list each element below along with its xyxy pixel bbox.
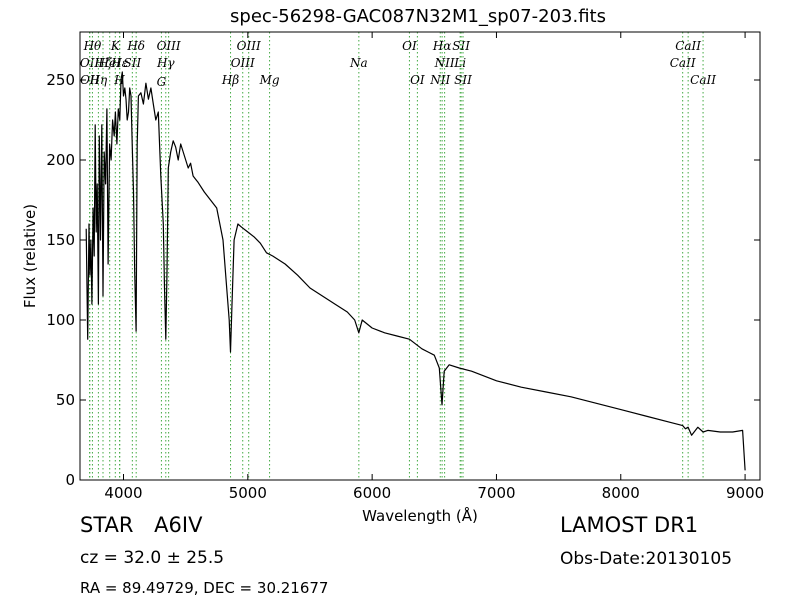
- spectral-line-label: OI: [402, 39, 417, 53]
- spectral-line-label: CaII: [675, 39, 701, 53]
- spectral-line-label: OI: [410, 73, 425, 87]
- y-tick-label: 150: [46, 231, 75, 249]
- plot-frame: [79, 31, 761, 481]
- redshift-cz: cz = 32.0 ± 25.5: [80, 548, 225, 568]
- spectrum-line: [85, 71, 746, 471]
- spectral-line-label: Hζ: [94, 56, 113, 70]
- x-tick-label: 7000: [477, 484, 515, 502]
- spectral-line-label: Hδ: [126, 39, 145, 53]
- chart-title: spec-56298-GAC087N32M1_sp07-203.fits: [230, 6, 606, 27]
- spectral-line-label: Hα: [432, 39, 452, 53]
- object-class: STAR: [80, 513, 134, 537]
- spectral-line-label: Hε: [110, 56, 128, 70]
- y-tick-label: 200: [46, 151, 75, 169]
- coordinates: RA = 89.49729, DEC = 30.21677: [80, 579, 329, 597]
- observation-date: Obs-Date:20130105: [560, 549, 733, 569]
- spectral-line-label: OIII: [237, 39, 261, 53]
- spectral-line-label: CaII: [690, 73, 716, 87]
- spectral-line-label: Hβ: [221, 73, 239, 87]
- y-tick-label: 50: [56, 391, 75, 409]
- x-tick-label: 8000: [602, 484, 640, 502]
- spectral-line-label: Hη: [89, 73, 108, 87]
- spectral-line-label: OII: [80, 56, 100, 70]
- spectral-line-label: NII: [434, 56, 455, 70]
- x-tick-label: 5000: [229, 484, 267, 502]
- y-axis-label: Flux (relative): [21, 204, 39, 308]
- spectral-line-label: Hγ: [156, 56, 175, 70]
- spectral-line-label: SII: [452, 39, 470, 53]
- spectral-line-label: HeI: [98, 56, 122, 70]
- y-tick-label: 100: [46, 311, 75, 329]
- axis-ticks: 4000 5000 6000 7000 8000 9000 0 50 100 150 200 250: [46, 32, 764, 502]
- spectral-line-markers: OIIOIIHθHηHζHeIKHHεSIIHδGHγOIIIHβOIIIOII…: [80, 32, 716, 480]
- spectral-line-label: NII: [429, 73, 450, 87]
- y-tick-label: 0: [65, 471, 75, 489]
- spectral-line-label: OIII: [157, 39, 181, 53]
- object-subclass: A6IV: [154, 513, 203, 537]
- x-axis-label: Wavelength (Å): [362, 506, 478, 525]
- y-tick-label: 250: [46, 71, 75, 89]
- spectral-line-label: OIII: [231, 56, 255, 70]
- spectral-line-label: Na: [349, 56, 368, 70]
- spectral-line-label: K: [110, 39, 121, 53]
- spectrum-series: [85, 71, 746, 471]
- spectral-line-label: OII: [80, 73, 100, 87]
- spectral-line-label: G: [157, 75, 167, 89]
- survey-name: LAMOST DR1: [560, 513, 699, 537]
- x-tick-label: 4000: [104, 484, 142, 502]
- spectral-line-label: SII: [123, 56, 141, 70]
- x-tick-label: 6000: [353, 484, 391, 502]
- spectral-line-label: Li: [453, 56, 466, 70]
- spectral-line-label: Mg: [259, 73, 280, 87]
- x-tick-label: 9000: [726, 484, 764, 502]
- spectral-line-label: SII: [454, 73, 472, 87]
- spectral-line-label: Hθ: [83, 39, 102, 53]
- spectral-line-label: CaII: [670, 56, 696, 70]
